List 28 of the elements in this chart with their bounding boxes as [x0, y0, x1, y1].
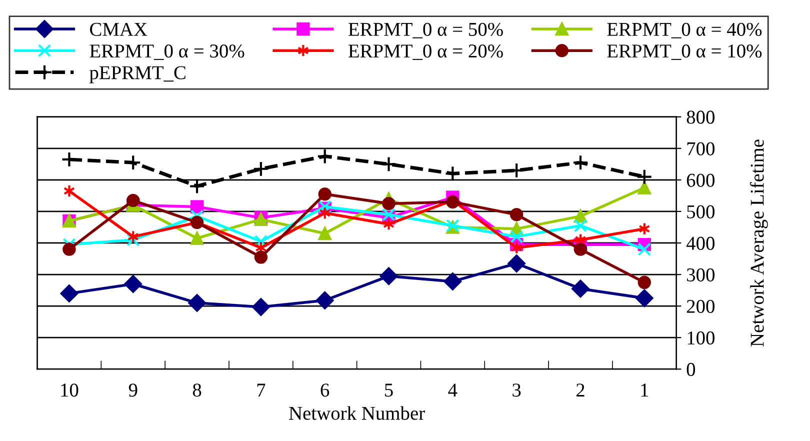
y2-tick-label: 600	[686, 174, 714, 187]
y2-axis-title: Network Average Lifetime	[750, 140, 768, 346]
legend-label: ERPMT_0 α = 10%	[607, 44, 762, 60]
y2-tick-label: 700	[687, 142, 714, 156]
y2-tick-label: 500	[687, 205, 714, 218]
legend-label: ERPMT_0 α = 20%	[348, 44, 503, 60]
y2-tick-label: 300	[687, 268, 714, 282]
legend-label: CMAX	[90, 22, 148, 36]
x-tick-label: 10	[61, 384, 78, 397]
y2-tick-label: 400	[686, 236, 714, 250]
x-tick-label: 8	[192, 384, 202, 397]
x-tick-label: 3	[512, 384, 521, 397]
x-tick-label: 6	[320, 384, 330, 397]
x-tick-label: 4	[448, 384, 458, 396]
legend-label: ERPMT_0 α = 40%	[607, 22, 762, 38]
x-tick-label: 1	[641, 384, 648, 396]
x-tick-label: 5	[385, 384, 393, 397]
y2-tick-label: 100	[688, 331, 714, 345]
y2-tick-label: 200	[686, 300, 714, 313]
legend-label: pEPRMT_C	[90, 66, 186, 84]
x-axis-title: Network Number	[289, 406, 425, 420]
x-tick-label: 2	[576, 384, 584, 396]
legend-label: ERPMT_0 α = 50%	[348, 22, 503, 38]
x-tick-label: 9	[128, 384, 138, 397]
y2-tick-label: 800	[686, 110, 714, 124]
y2-tick-label: 0	[686, 362, 696, 376]
x-tick-label: 7	[257, 384, 266, 396]
legend-label: ERPMT_0 α = 30%	[90, 44, 244, 60]
